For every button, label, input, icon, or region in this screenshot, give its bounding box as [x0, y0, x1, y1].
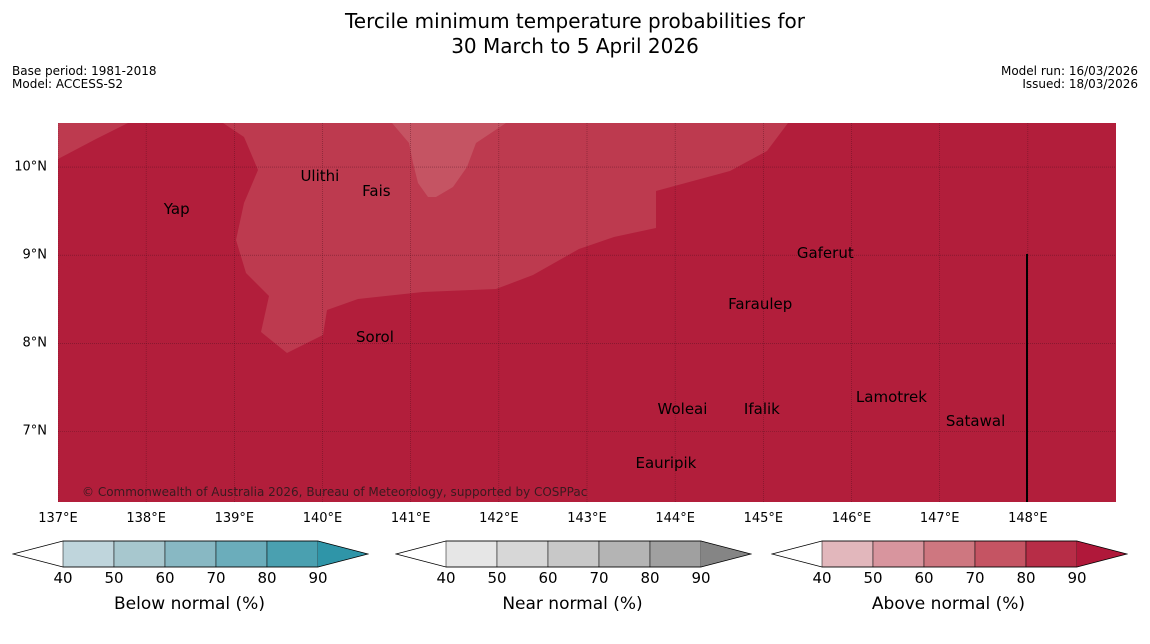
- colorbar-segment: [547, 540, 600, 568]
- title-line-2: 30 March to 5 April 2026: [451, 34, 699, 58]
- place-label-yap: Yap: [163, 200, 190, 219]
- colorbar-tick-label: 50: [104, 569, 124, 587]
- colorbar-max-extend: [701, 541, 751, 567]
- title-line-1: Tercile minimum temperature probabilitie…: [344, 9, 806, 33]
- colorbar-segment: [649, 540, 702, 568]
- colorbar-tick-label: 70: [206, 569, 226, 587]
- colorbar-tick-label: 40: [436, 569, 456, 587]
- map-gridlines: [58, 123, 1116, 502]
- meta-right: Model run: 16/03/2026 Issued: 18/03/2026: [1001, 65, 1138, 91]
- colorbar-segment: [923, 540, 976, 568]
- copyright-notice: © Commonwealth of Australia 2026, Bureau…: [82, 485, 588, 499]
- colorbar-tick-label: 60: [538, 569, 558, 587]
- colorbar-min-extend: [13, 541, 63, 567]
- longitude-label: 142°E: [479, 511, 519, 526]
- colorbar-segment: [445, 540, 498, 568]
- longitude-label: 137°E: [38, 511, 78, 526]
- colorbar: [770, 540, 1129, 572]
- latitude-label: 8°N: [22, 335, 48, 351]
- latitude-label: 7°N: [22, 423, 48, 439]
- colorbar-tick-label: 80: [640, 569, 660, 587]
- colorbar-segment: [821, 540, 874, 568]
- region-70-80: [392, 123, 506, 197]
- colorbar-outline: [11, 540, 370, 568]
- longitude-label: 140°E: [302, 511, 343, 526]
- longitude-label: 143°E: [567, 511, 607, 526]
- colorbar-tick-label: 80: [1016, 569, 1036, 587]
- colorbar-tick-label: 70: [589, 569, 609, 587]
- place-label-eauripik: Eauripik: [635, 454, 697, 473]
- model-run: Model run: 16/03/2026: [1000, 64, 1138, 78]
- base-period: Base period: 1981-2018: [12, 64, 157, 78]
- colorbar-min-extend: [772, 541, 822, 567]
- region-90-plus-small: [58, 263, 92, 293]
- colorbar-tick-label: 40: [812, 569, 832, 587]
- place-label-fais: Fais: [362, 181, 391, 200]
- colorbar-tick-label: 90: [308, 569, 328, 587]
- colorbar-segment: [496, 540, 549, 568]
- region-80-90: [58, 123, 788, 353]
- colorbar-max-extend: [1077, 541, 1127, 567]
- probability-map[interactable]: [58, 123, 1116, 502]
- colorbar-title: Near normal (%): [502, 594, 643, 614]
- colorbar-min-extend: [396, 541, 446, 567]
- colorbar: [394, 540, 753, 572]
- colorbar-outline: [394, 540, 753, 568]
- meta-left: Base period: 1981-2018 Model: ACCESS-S2: [12, 65, 157, 91]
- colorbar-tick-label: 60: [914, 569, 934, 587]
- colorbar-tick-label: 60: [155, 569, 175, 587]
- colorbar-title: Below normal (%): [114, 594, 265, 614]
- place-label-ulithi: Ulithi: [300, 166, 340, 185]
- longitude-label: 148°E: [1008, 511, 1048, 526]
- colorbar-segment: [872, 540, 925, 568]
- colorbar-segment: [266, 540, 319, 568]
- model-name: Model: ACCESS-S2: [12, 77, 124, 91]
- colorbar-segment: [598, 540, 651, 568]
- place-label-satawal: Satawal: [945, 411, 1006, 430]
- longitude-label: 147°E: [919, 511, 960, 526]
- place-label-gaferut: Gaferut: [796, 243, 854, 262]
- chart-title: Tercile minimum temperature probabilitie…: [0, 9, 1150, 59]
- colorbar-max-extend: [318, 541, 368, 567]
- colorbar-segment: [164, 540, 217, 568]
- colorbar-segment: [215, 540, 268, 568]
- longitude-label: 139°E: [214, 511, 255, 526]
- colorbar: [11, 540, 370, 572]
- colorbar-segment: [1025, 540, 1078, 568]
- colorbar-segment: [113, 540, 166, 568]
- colorbar-tick-label: 70: [965, 569, 985, 587]
- place-label-lamotrek: Lamotrek: [855, 388, 927, 407]
- colorbar-tick-label: 50: [487, 569, 507, 587]
- latitude-label: 10°N: [14, 159, 47, 175]
- colorbar-segment: [974, 540, 1027, 568]
- colorbar-tick-label: 90: [1067, 569, 1087, 587]
- colorbar-tick-label: 50: [863, 569, 883, 587]
- colorbar-tick-label: 90: [691, 569, 711, 587]
- colorbar-tick-label: 40: [53, 569, 73, 587]
- longitude-label: 138°E: [126, 511, 166, 526]
- issued-date: Issued: 18/03/2026: [1022, 77, 1138, 91]
- place-label-ifalik: Ifalik: [743, 400, 780, 419]
- longitude-label: 141°E: [390, 511, 431, 526]
- colorbar-segment: [62, 540, 115, 568]
- latitude-label: 9°N: [22, 247, 48, 263]
- colorbar-outline: [770, 540, 1129, 568]
- longitude-label: 146°E: [831, 511, 872, 526]
- place-label-sorol: Sorol: [356, 328, 394, 347]
- place-label-faraulep: Faraulep: [728, 294, 793, 313]
- place-label-woleai: Woleai: [657, 400, 708, 419]
- longitude-label: 145°E: [743, 511, 784, 526]
- colorbar-tick-label: 80: [257, 569, 277, 587]
- colorbar-title: Above normal (%): [871, 594, 1026, 614]
- longitude-label: 144°E: [655, 511, 695, 526]
